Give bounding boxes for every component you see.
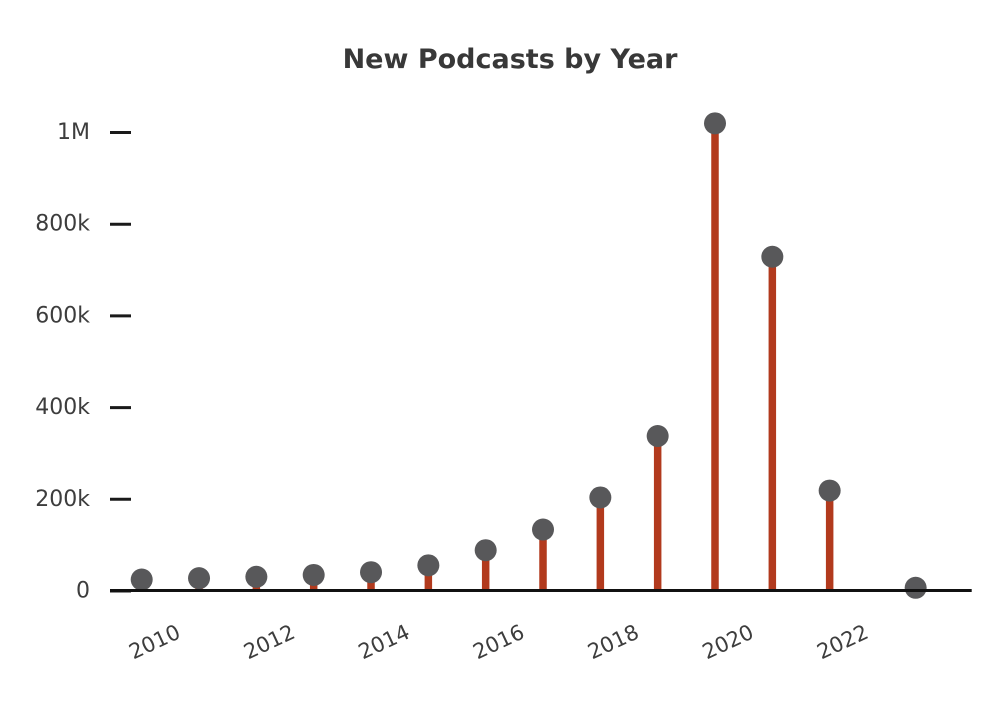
x-tick-label: 2018 bbox=[584, 620, 643, 664]
x-tick-label: 2012 bbox=[240, 620, 299, 664]
y-tick-label: 600k bbox=[35, 303, 90, 328]
y-tick-label: 1M bbox=[57, 120, 90, 145]
x-tick-label: 2016 bbox=[469, 620, 528, 664]
x-tick-label: 2010 bbox=[125, 620, 184, 664]
x-tick-label: 2014 bbox=[355, 620, 414, 664]
lollipop-stem bbox=[596, 497, 605, 592]
lollipop-dot bbox=[589, 486, 612, 509]
lollipop-dot bbox=[360, 561, 383, 584]
lollipop-dot bbox=[818, 479, 841, 502]
lollipop-dot bbox=[474, 539, 497, 562]
lollipop-stem bbox=[653, 436, 662, 592]
y-tick-label: 0 bbox=[76, 579, 90, 604]
lollipop-dot bbox=[904, 576, 927, 599]
lollipop-dot bbox=[704, 112, 726, 135]
lollipop-dot bbox=[130, 568, 153, 591]
y-tick-label: 200k bbox=[35, 487, 90, 512]
lollipop-stem bbox=[825, 490, 834, 592]
chart-title: New Podcasts by Year bbox=[342, 44, 678, 75]
x-tick-label: 2022 bbox=[813, 620, 872, 664]
y-tick-label: 800k bbox=[35, 212, 90, 237]
lollipop-dot bbox=[245, 565, 268, 588]
lollipop-dot bbox=[302, 563, 325, 586]
lollipop-stem bbox=[768, 256, 777, 592]
lollipop-stem bbox=[711, 123, 719, 592]
x-tick-label: 2020 bbox=[699, 620, 758, 664]
lollipop-dot bbox=[761, 245, 784, 268]
lollipop-dot bbox=[417, 554, 440, 577]
lollipop-stem bbox=[539, 529, 547, 592]
lollipop-dot bbox=[532, 518, 555, 541]
lollipop-stem bbox=[424, 565, 433, 592]
y-tick-label: 400k bbox=[35, 395, 90, 420]
lollipop-stem bbox=[481, 550, 490, 592]
lollipop-dot bbox=[188, 567, 211, 590]
lollipop-dot bbox=[646, 425, 669, 448]
